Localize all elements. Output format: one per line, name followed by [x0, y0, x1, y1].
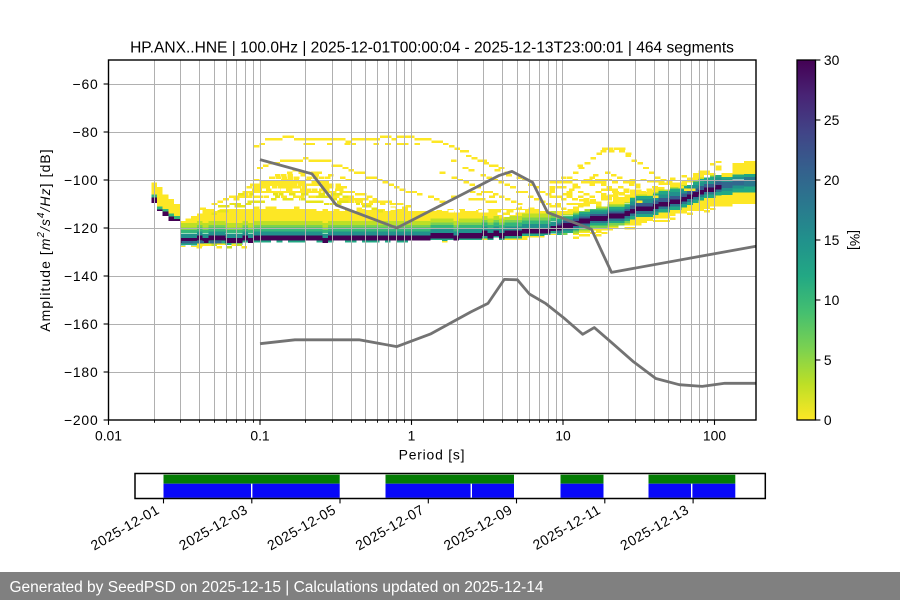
- svg-text:Generated by SeedPSD on 2025-1: Generated by SeedPSD on 2025-12-15 | Cal…: [10, 579, 544, 596]
- svg-text:5: 5: [824, 352, 832, 368]
- svg-text:15: 15: [824, 232, 840, 248]
- svg-text:−140: −140: [64, 268, 99, 284]
- svg-text:10: 10: [824, 292, 840, 308]
- svg-text:−80: −80: [73, 124, 99, 140]
- svg-text:0.1: 0.1: [250, 428, 270, 444]
- svg-text:HP.ANX..HNE | 100.0Hz | 2025-1: HP.ANX..HNE | 100.0Hz | 2025-12-01T00:00…: [130, 40, 734, 57]
- svg-text:−200: −200: [64, 412, 99, 428]
- svg-text:10: 10: [555, 428, 571, 444]
- svg-text:20: 20: [824, 172, 840, 188]
- svg-text:−180: −180: [64, 364, 99, 380]
- svg-text:−120: −120: [64, 220, 99, 236]
- svg-text:Amplitude [m2/s4/Hz] [dB]: Amplitude [m2/s4/Hz] [dB]: [36, 148, 53, 331]
- svg-text:Period [s]: Period [s]: [399, 447, 466, 463]
- svg-text:0: 0: [824, 412, 832, 428]
- svg-text:0.01: 0.01: [95, 428, 122, 444]
- svg-text:−60: −60: [73, 76, 99, 92]
- svg-text:−160: −160: [64, 316, 99, 332]
- svg-text:−100: −100: [64, 172, 99, 188]
- svg-text:[%]: [%]: [847, 230, 863, 250]
- svg-text:30: 30: [824, 52, 840, 68]
- svg-text:25: 25: [824, 112, 840, 128]
- svg-text:100: 100: [703, 428, 726, 444]
- svg-text:1: 1: [408, 428, 416, 444]
